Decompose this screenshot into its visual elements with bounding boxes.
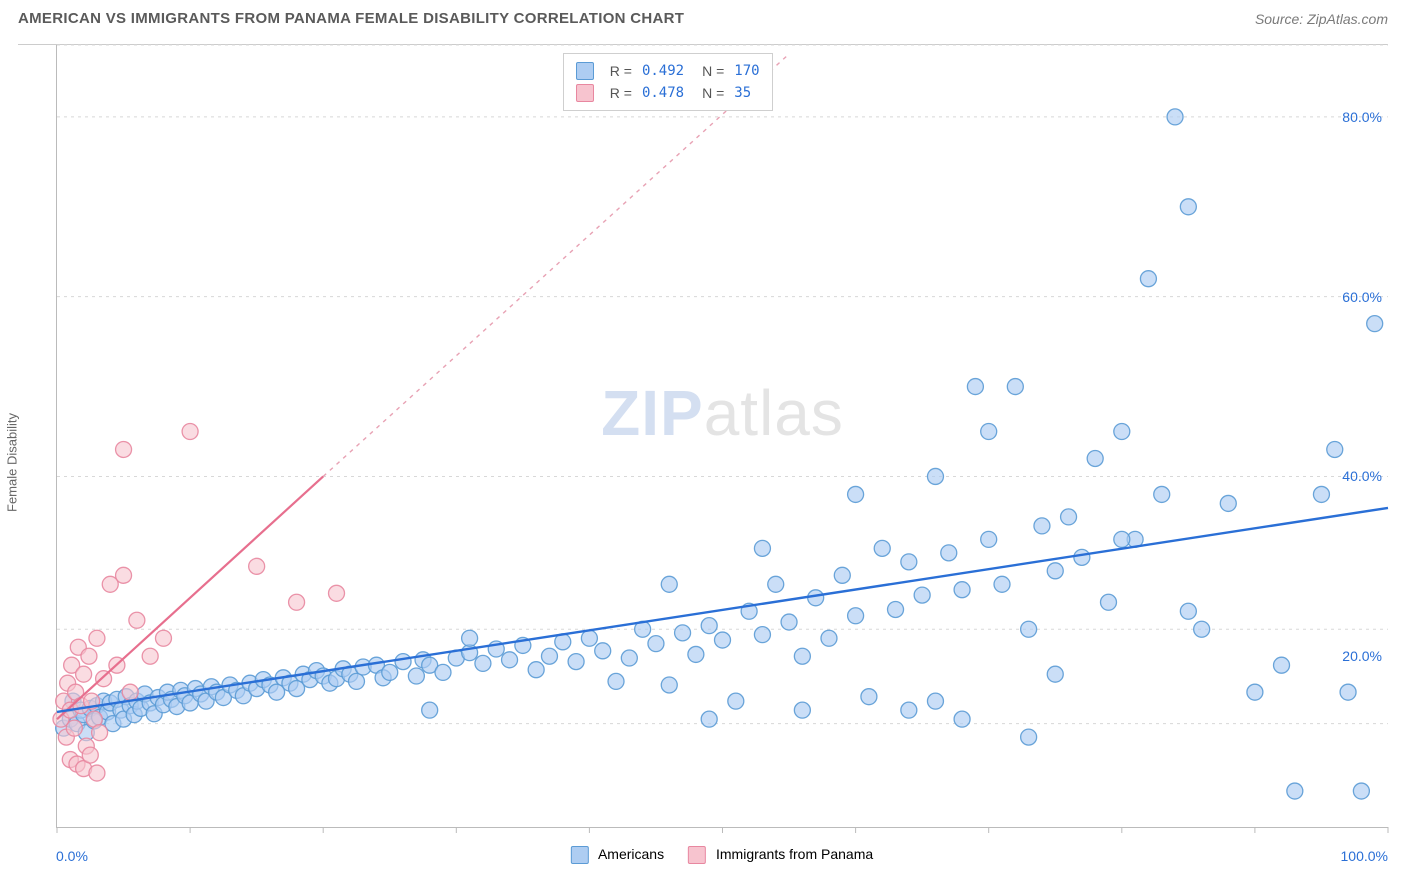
legend-r-value: 0.478 [642, 85, 684, 101]
y-tick-label: 40.0% [1342, 468, 1382, 484]
source-attribution: Source: ZipAtlas.com [1255, 11, 1388, 27]
series-legend: Americans Immigrants from Panama [571, 846, 873, 864]
scatter-plot: ZIPatlas R = 0.492 N = 170 R = 0.478 N =… [56, 45, 1388, 828]
chart-title: AMERICAN VS IMMIGRANTS FROM PANAMA FEMAL… [18, 10, 684, 27]
chart-area: Female Disability ZIPatlas R = 0.492 N =… [18, 44, 1388, 864]
swatch-icon [688, 846, 706, 864]
legend-r-label: R = [610, 85, 632, 101]
y-tick-label: 80.0% [1342, 109, 1382, 125]
legend-n-value: 35 [734, 85, 751, 101]
y-tick-label: 60.0% [1342, 289, 1382, 305]
legend-n-label: N = [702, 85, 724, 101]
legend-r-label: R = [610, 63, 632, 79]
correlation-legend: R = 0.492 N = 170 R = 0.478 N = 35 [563, 53, 773, 111]
x-max-label: 100.0% [1341, 848, 1388, 864]
swatch-icon [576, 84, 594, 102]
y-tick-label: 20.0% [1342, 648, 1382, 664]
legend-n-value: 170 [734, 63, 759, 79]
plot-svg [57, 45, 1388, 827]
legend-row-panama: R = 0.478 N = 35 [576, 82, 760, 104]
x-min-label: 0.0% [56, 848, 88, 864]
legend-n-label: N = [702, 63, 724, 79]
y-axis-label: Female Disability [5, 413, 20, 512]
legend-label: Americans [598, 846, 664, 862]
legend-item-panama: Immigrants from Panama [688, 846, 873, 864]
legend-r-value: 0.492 [642, 63, 684, 79]
legend-label: Immigrants from Panama [716, 846, 873, 862]
swatch-icon [576, 62, 594, 80]
legend-item-americans: Americans [571, 846, 664, 864]
swatch-icon [571, 846, 589, 864]
legend-row-americans: R = 0.492 N = 170 [576, 60, 760, 82]
